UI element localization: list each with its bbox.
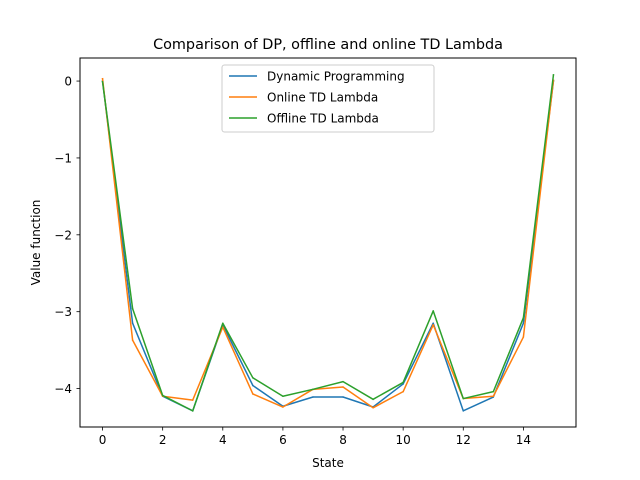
data-point-offline-td-lambda	[161, 394, 164, 397]
data-point-dynamic-programming	[131, 322, 134, 324]
data-point-offline-td-lambda	[191, 410, 194, 412]
data-point-online-td-lambda	[432, 324, 434, 326]
series-layer	[101, 74, 555, 412]
data-point-online-td-lambda	[101, 78, 104, 80]
data-point-offline-td-lambda	[101, 81, 104, 83]
data-point-offline-td-lambda	[312, 388, 314, 391]
data-point-dynamic-programming	[312, 396, 314, 398]
legend-label: Dynamic Programming	[267, 70, 405, 84]
data-point-offline-td-lambda	[432, 310, 434, 312]
data-point-dynamic-programming	[252, 384, 254, 387]
data-point-offline-td-lambda	[522, 317, 525, 319]
legend-label: Offline TD Lambda	[267, 112, 379, 126]
data-point-online-td-lambda	[222, 326, 224, 328]
axes-layer: 0 2 4 6 8 10 12 14 0 −1 −2 −3 −4	[54, 75, 531, 447]
data-point-online-td-lambda	[252, 393, 254, 395]
data-point-online-td-lambda	[342, 386, 344, 388]
y-tick-label: 0	[64, 75, 72, 89]
series-line-online-td-lambda	[101, 77, 555, 409]
y-tick-label: −4	[54, 382, 72, 396]
x-tick-label: 6	[279, 433, 287, 447]
y-tick-label: −1	[54, 151, 72, 165]
x-tick-label: 8	[339, 433, 347, 447]
data-point-offline-td-lambda	[342, 380, 344, 383]
data-point-online-td-lambda	[131, 339, 134, 341]
data-point-dynamic-programming	[432, 322, 434, 324]
x-tick-label: 2	[159, 433, 167, 447]
x-tick-label: 12	[456, 433, 471, 447]
legend: Dynamic Programming Online TD Lambda Offli…	[221, 64, 435, 133]
data-point-offline-td-lambda	[252, 377, 254, 379]
x-axis-title: State	[312, 456, 344, 470]
data-point-offline-td-lambda	[282, 395, 284, 397]
y-tick-label: −3	[54, 305, 72, 319]
data-point-online-td-lambda	[372, 407, 374, 409]
data-point-online-td-lambda	[402, 390, 404, 393]
legend-label: Online TD Lambda	[267, 91, 378, 105]
x-tick-label: 0	[99, 433, 107, 447]
x-tick-label: 4	[219, 433, 227, 447]
data-point-dynamic-programming	[522, 322, 525, 324]
data-point-online-td-lambda	[522, 336, 525, 338]
x-tick-label: 10	[396, 433, 411, 447]
data-point-dynamic-programming	[402, 383, 404, 385]
data-point-dynamic-programming	[342, 396, 344, 398]
data-point-online-td-lambda	[191, 399, 194, 401]
data-point-offline-td-lambda	[402, 381, 404, 384]
data-point-online-td-lambda	[492, 395, 495, 397]
data-point-dynamic-programming	[462, 410, 465, 412]
plot-frame	[79, 57, 577, 428]
x-tick-label: 14	[516, 433, 531, 447]
data-point-offline-td-lambda	[552, 74, 555, 76]
y-tick-label: −2	[54, 228, 72, 242]
legend-box	[221, 64, 435, 133]
y-axis-title: Value function	[29, 200, 43, 286]
chart-title: Comparison of DP, offline and online TD …	[153, 37, 503, 53]
data-point-online-td-lambda	[282, 406, 284, 408]
data-point-offline-td-lambda	[492, 390, 495, 393]
data-point-offline-td-lambda	[462, 397, 465, 400]
data-point-offline-td-lambda	[131, 307, 134, 310]
series-line-offline-td-lambda	[101, 74, 555, 412]
data-point-offline-td-lambda	[372, 398, 374, 401]
data-point-offline-td-lambda	[222, 322, 224, 324]
